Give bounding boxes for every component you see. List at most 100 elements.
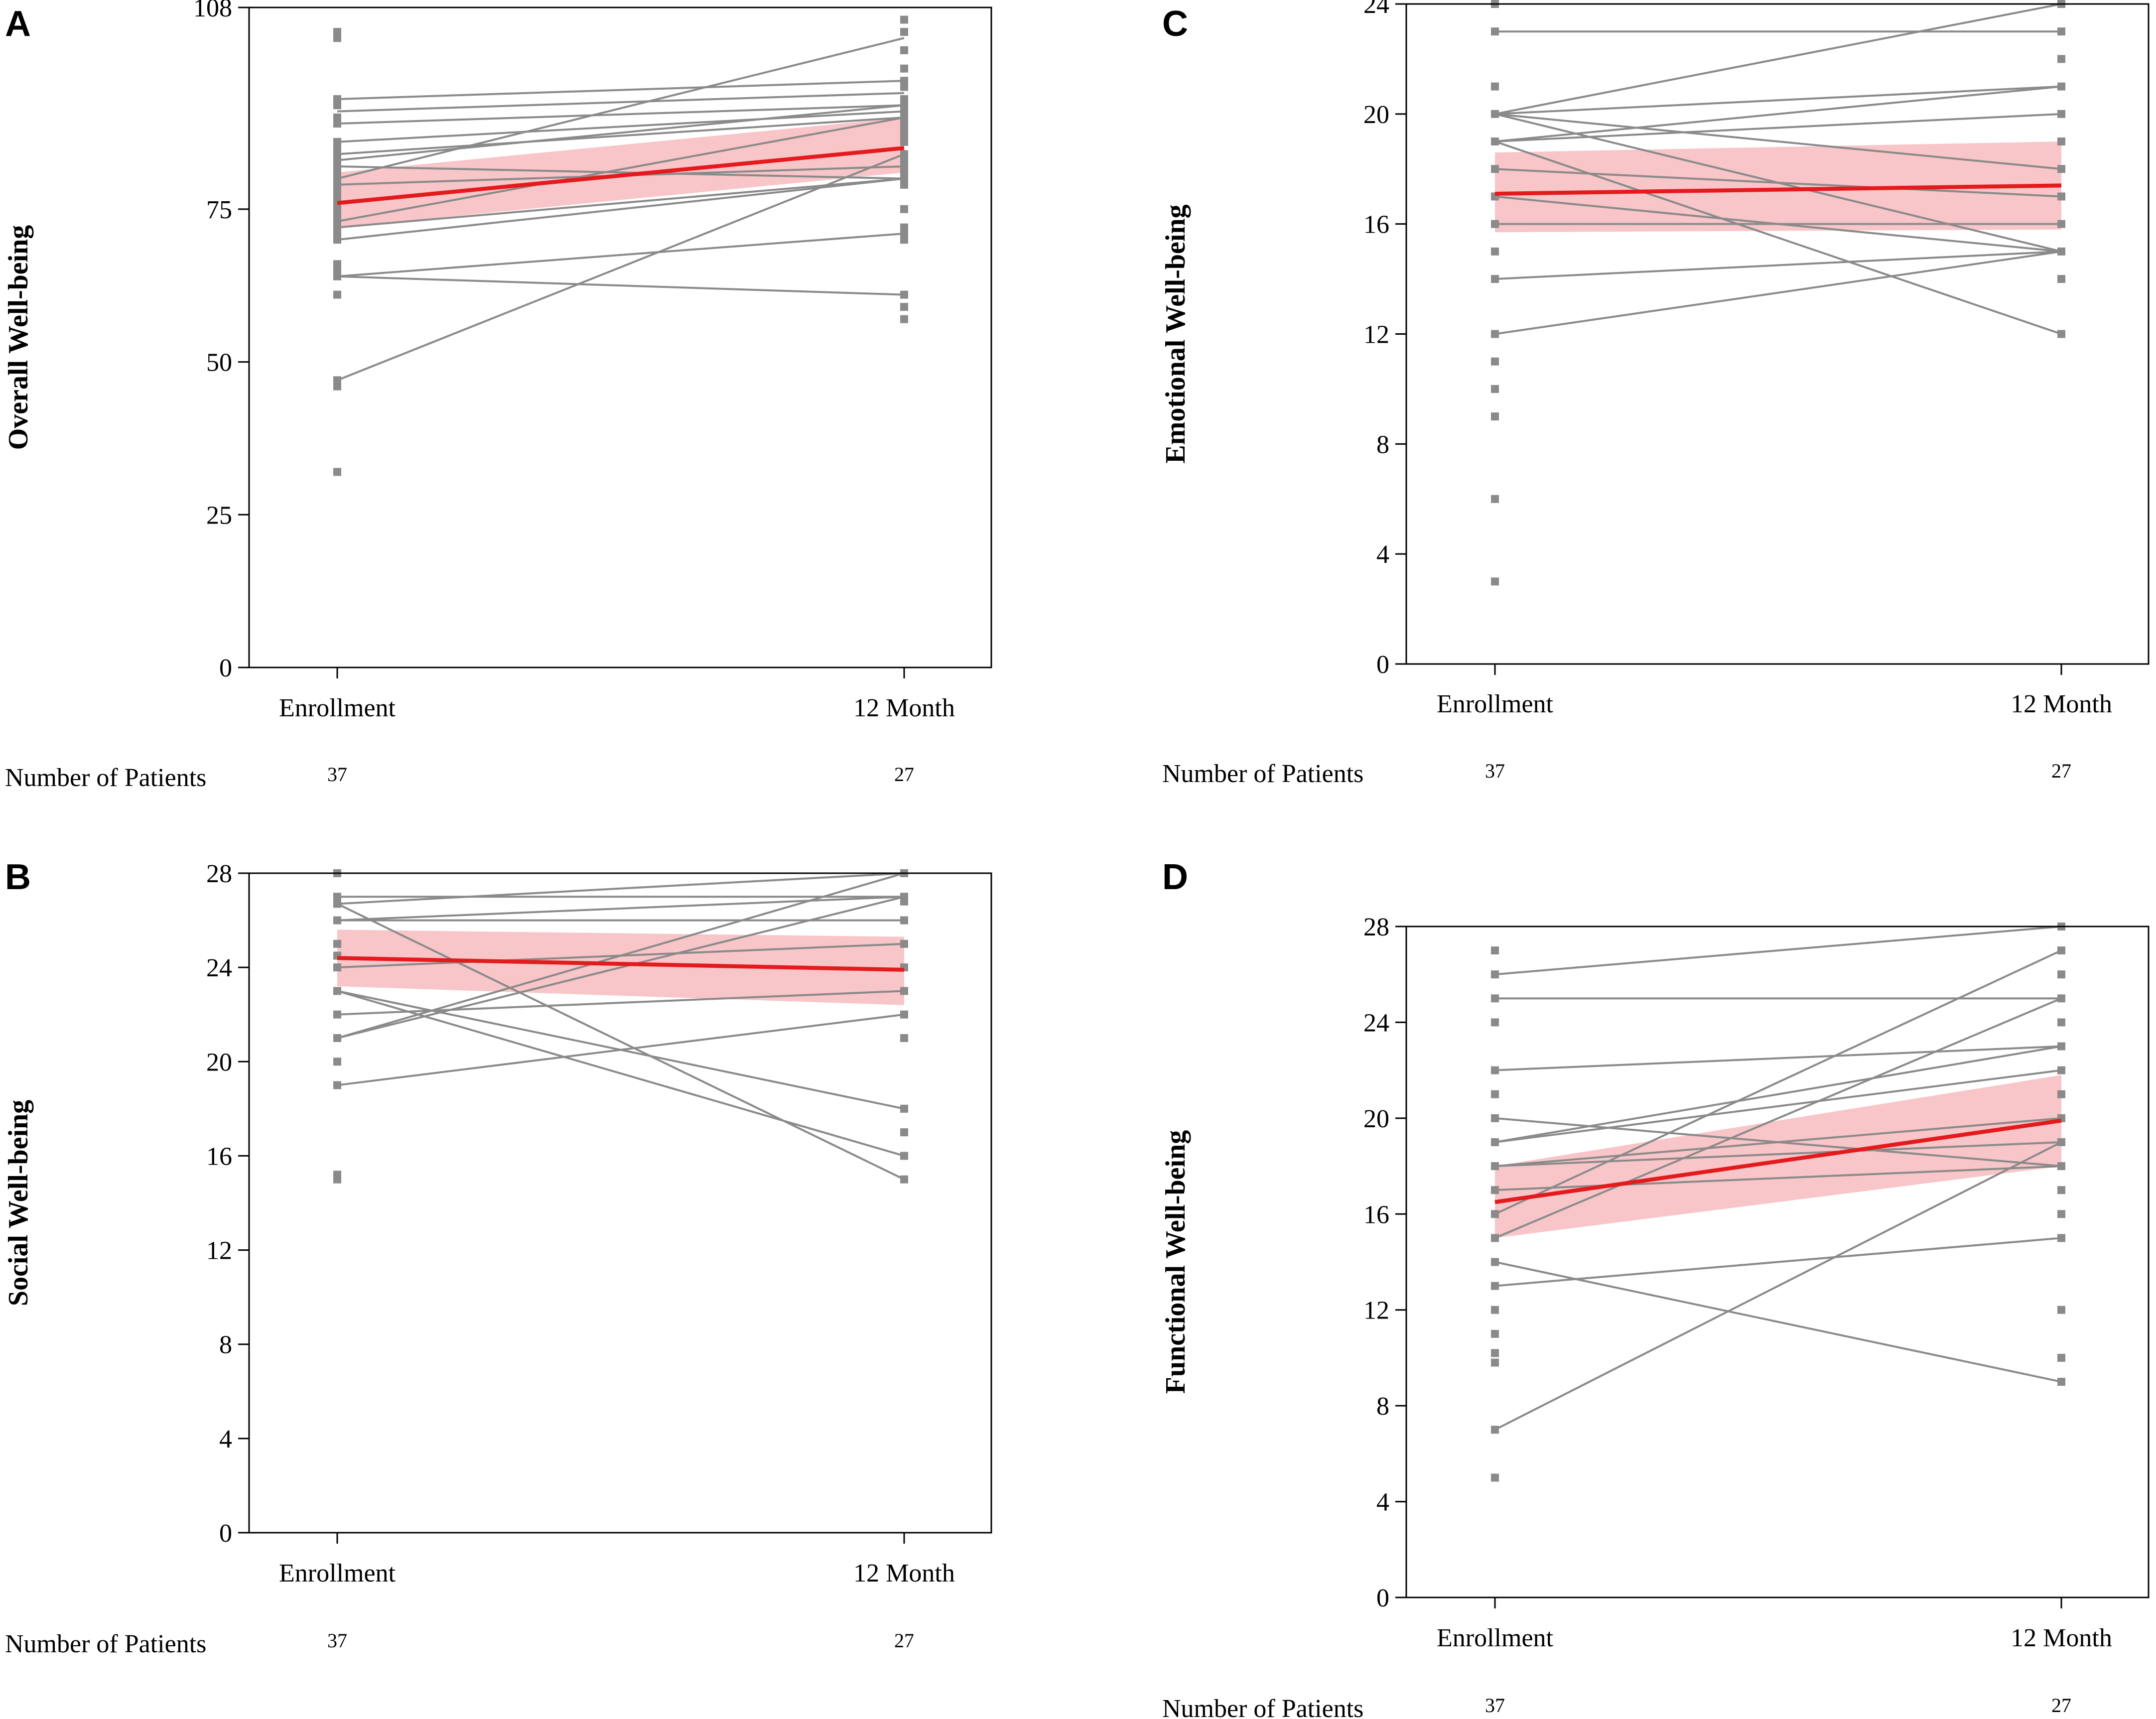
mean-trend-line xyxy=(337,146,905,205)
x-category-label: 12 Month xyxy=(853,1559,955,1587)
patient-trajectory-line xyxy=(337,896,905,1039)
y-tick-label: 25 xyxy=(206,501,232,529)
patient-trajectory-line xyxy=(1494,926,2062,976)
patient-trajectory-line xyxy=(337,104,905,161)
panel-letter: B xyxy=(5,857,31,897)
patient-trajectory-line xyxy=(1494,85,2062,115)
enrollment-point xyxy=(333,290,341,299)
month12-point xyxy=(900,223,908,232)
patient-trajectory-line xyxy=(1494,997,2062,1239)
enrollment-point xyxy=(333,95,341,104)
patient-count: 27 xyxy=(894,1629,914,1652)
enrollment-point xyxy=(1491,946,1499,955)
enrollment-point xyxy=(1491,1426,1499,1434)
y-tick-label: 0 xyxy=(219,654,232,682)
enrollment-point xyxy=(333,376,341,385)
x-category-label: 12 Month xyxy=(853,694,955,722)
y-axis-title: Functional Well-being xyxy=(1160,1130,1191,1394)
enrollment-point xyxy=(333,193,341,201)
patient-trajectory-line xyxy=(1494,113,2062,170)
month12-point xyxy=(900,107,908,116)
patient-trajectory-line xyxy=(1494,113,2062,143)
enrollment-point xyxy=(1491,1210,1499,1218)
enrollment-point xyxy=(1491,412,1499,421)
patient-trajectory-line xyxy=(337,232,905,277)
patient-trajectory-line xyxy=(1494,250,2062,335)
patient-trajectory-line xyxy=(1494,1141,2062,1168)
number-of-patients-label: Number of Patients xyxy=(5,764,206,792)
month12-point xyxy=(2057,192,2065,201)
month12-point xyxy=(2057,946,2065,955)
patient-trajectory-line xyxy=(337,1013,905,1086)
enrollment-point xyxy=(333,205,341,213)
patient-trajectory-line xyxy=(337,177,905,229)
enrollment-point xyxy=(1491,1114,1499,1122)
enrollment-point xyxy=(1491,1138,1499,1146)
enrollment-point xyxy=(1491,1306,1499,1314)
patient-count: 27 xyxy=(2051,1694,2071,1717)
patient-trajectory-line xyxy=(1494,168,2062,198)
enrollment-point xyxy=(1491,1358,1499,1367)
panel-letter: C xyxy=(1162,4,1188,44)
month12-point xyxy=(2057,1042,2065,1051)
enrollment-point xyxy=(1491,1473,1499,1482)
patient-trajectory-line xyxy=(1494,1165,2062,1191)
y-axis-title: Emotional Well-being xyxy=(1160,204,1191,463)
month12-point xyxy=(900,987,908,995)
month12-point xyxy=(900,113,908,122)
y-tick-label: 20 xyxy=(206,1048,232,1076)
month12-point xyxy=(900,168,908,177)
month12-point xyxy=(2057,137,2065,146)
month12-point xyxy=(2057,1066,2065,1074)
month12-point xyxy=(2057,1353,2065,1362)
y-tick-label: 12 xyxy=(1363,321,1389,349)
panel-letter: D xyxy=(1162,857,1188,897)
month12-point xyxy=(2057,1162,2065,1171)
enrollment-point xyxy=(333,101,341,110)
y-tick-label: 4 xyxy=(1376,540,1389,569)
enrollment-point xyxy=(1491,495,1499,503)
enrollment-point xyxy=(1491,1234,1499,1242)
y-axis-title: Social Well-being xyxy=(3,1100,34,1306)
enrollment-point xyxy=(333,272,341,280)
enrollment-point xyxy=(333,168,341,177)
y-axis-title: Overall Well-being xyxy=(3,225,34,450)
enrollment-point xyxy=(333,144,341,152)
enrollment-point xyxy=(333,187,341,195)
enrollment-point xyxy=(333,900,341,908)
enrollment-point xyxy=(1491,275,1499,283)
x-category-label: Enrollment xyxy=(279,694,396,722)
patient-trajectory-line xyxy=(337,104,905,125)
patient-trajectory-line xyxy=(337,872,905,1039)
month12-point xyxy=(900,1034,908,1042)
plot-frame xyxy=(248,6,992,668)
month12-point xyxy=(900,229,908,238)
month12-point xyxy=(2057,1234,2065,1242)
enrollment-point xyxy=(333,236,341,244)
patient-count: 27 xyxy=(2051,760,2071,782)
patient-trajectory-line xyxy=(337,37,905,180)
month12-point xyxy=(2057,1138,2065,1146)
patient-trajectory-line xyxy=(1494,250,2062,280)
y-tick-label: 108 xyxy=(193,0,232,22)
month12-point xyxy=(2057,27,2065,36)
y-tick-label: 4 xyxy=(1376,1488,1389,1517)
enrollment-point xyxy=(333,211,341,220)
y-tick-label: 12 xyxy=(1363,1297,1389,1325)
mean-trend-line xyxy=(1494,183,2062,196)
enrollment-point xyxy=(333,150,341,158)
enrollment-point xyxy=(333,113,341,122)
month12-point xyxy=(2057,1018,2065,1027)
enrollment-point xyxy=(1491,1349,1499,1357)
month12-point xyxy=(900,77,908,85)
patient-trajectory-line xyxy=(337,116,905,223)
month12-point xyxy=(2057,165,2065,173)
y-tick-label: 20 xyxy=(1363,1105,1389,1133)
confidence-band xyxy=(1495,1075,2061,1238)
y-tick-label: 12 xyxy=(206,1237,232,1265)
enrollment-point xyxy=(333,137,341,146)
x-category-label: Enrollment xyxy=(1437,1624,1554,1652)
month12-point xyxy=(900,1104,908,1113)
month12-point xyxy=(2057,247,2065,256)
